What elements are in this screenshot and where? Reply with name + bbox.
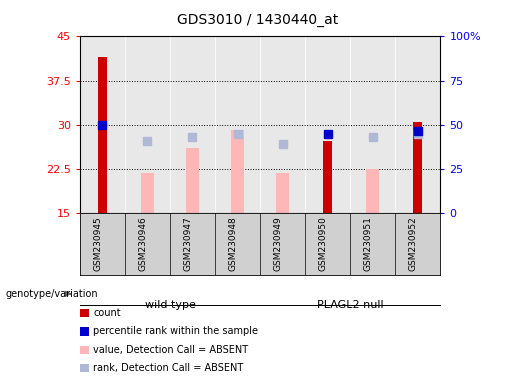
Text: wild type: wild type xyxy=(145,300,195,310)
Bar xyxy=(186,148,199,213)
Text: GSM230948: GSM230948 xyxy=(229,216,237,271)
Bar xyxy=(276,173,289,213)
Text: GSM230952: GSM230952 xyxy=(409,216,418,271)
Text: GSM230949: GSM230949 xyxy=(273,216,283,271)
Text: value, Detection Call = ABSENT: value, Detection Call = ABSENT xyxy=(93,345,248,355)
Text: count: count xyxy=(93,308,121,318)
Text: rank, Detection Call = ABSENT: rank, Detection Call = ABSENT xyxy=(93,363,244,373)
Bar xyxy=(231,130,244,213)
Text: GSM230947: GSM230947 xyxy=(183,216,193,271)
Bar xyxy=(98,57,107,213)
Bar xyxy=(366,169,379,213)
Bar xyxy=(141,173,154,213)
Text: GDS3010 / 1430440_at: GDS3010 / 1430440_at xyxy=(177,13,338,27)
Text: PLAGL2 null: PLAGL2 null xyxy=(317,300,384,310)
Text: GSM230950: GSM230950 xyxy=(319,216,328,271)
Text: percentile rank within the sample: percentile rank within the sample xyxy=(93,326,258,336)
Text: genotype/variation: genotype/variation xyxy=(5,289,98,299)
Bar xyxy=(414,122,422,213)
Text: GSM230951: GSM230951 xyxy=(364,216,373,271)
Text: GSM230946: GSM230946 xyxy=(139,216,147,271)
Bar xyxy=(323,141,332,213)
Text: GSM230945: GSM230945 xyxy=(93,216,102,271)
